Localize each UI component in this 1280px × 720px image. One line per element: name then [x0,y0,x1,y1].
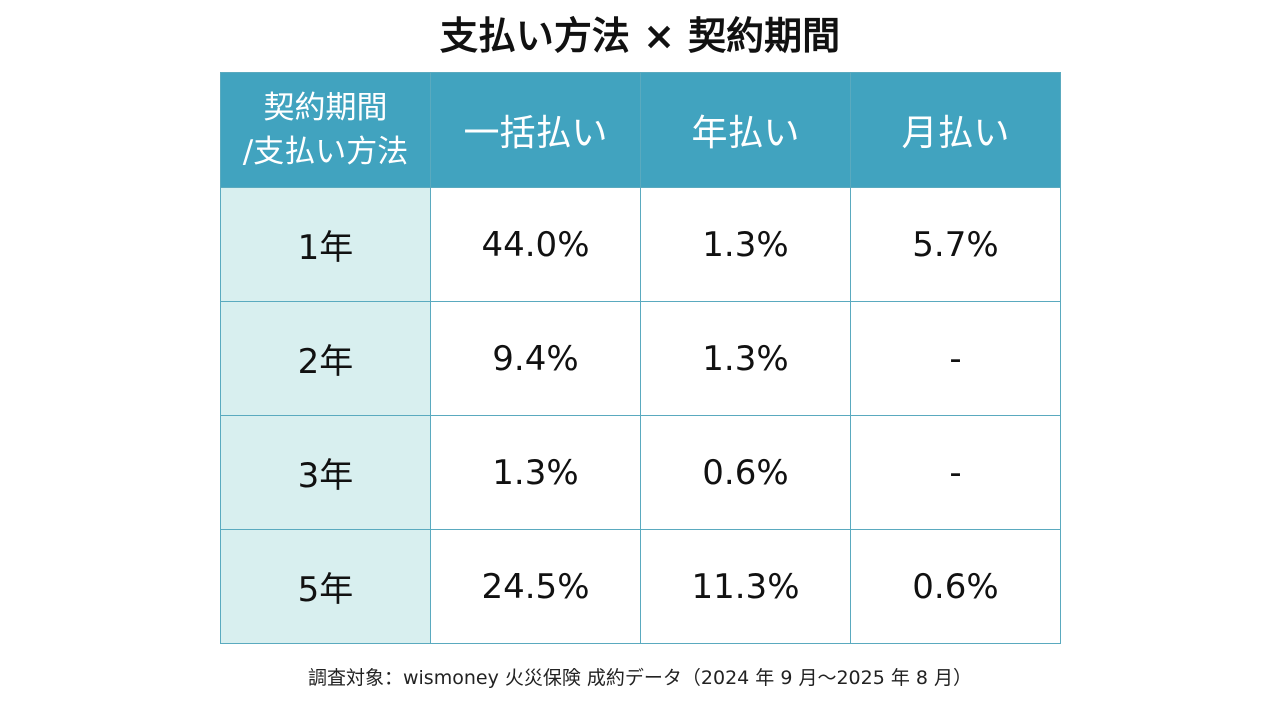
table-cell: 11.3% [640,529,851,644]
row-header: 3年 [220,415,431,530]
table-cell: 1.3% [640,301,851,416]
source-note: 調査対象：wismoney 火災保険 成約データ（2024 年 9 月〜2025… [307,667,973,689]
table-cell: 5.7% [850,187,1061,302]
chart-title: 支払い方法 × 契約期間 [439,14,841,58]
corner-label-line1: 契約期間 [263,90,388,126]
table-row: 2年 9.4% 1.3% - [220,301,1061,416]
header-row: 契約期間 /支払い方法 一括払い 年払い 月払い [220,72,1061,188]
table-row: 3年 1.3% 0.6% - [220,415,1061,530]
column-header-annual: 年払い [640,72,851,188]
column-header-lump-sum: 一括払い [430,72,641,188]
table-cell: 1.3% [640,187,851,302]
table-row: 5年 24.5% 11.3% 0.6% [220,529,1061,644]
table-cell: 24.5% [430,529,641,644]
table-cell: 0.6% [850,529,1061,644]
row-header: 5年 [220,529,431,644]
table-row: 1年 44.0% 1.3% 5.7% [220,187,1061,302]
table-cell: 9.4% [430,301,641,416]
table-cell: 44.0% [430,187,641,302]
row-header: 1年 [220,187,431,302]
table-cell: 0.6% [640,415,851,530]
corner-label-line2: /支払い方法 [242,134,409,170]
column-header-monthly: 月払い [850,72,1061,188]
table-cell: - [850,301,1061,416]
table-cell: 1.3% [430,415,641,530]
table-cell: - [850,415,1061,530]
data-table: 契約期間 /支払い方法 一括払い 年払い 月払い 1年 44.0% 1.3% 5… [220,72,1061,644]
corner-header: 契約期間 /支払い方法 [220,72,431,188]
row-header: 2年 [220,301,431,416]
